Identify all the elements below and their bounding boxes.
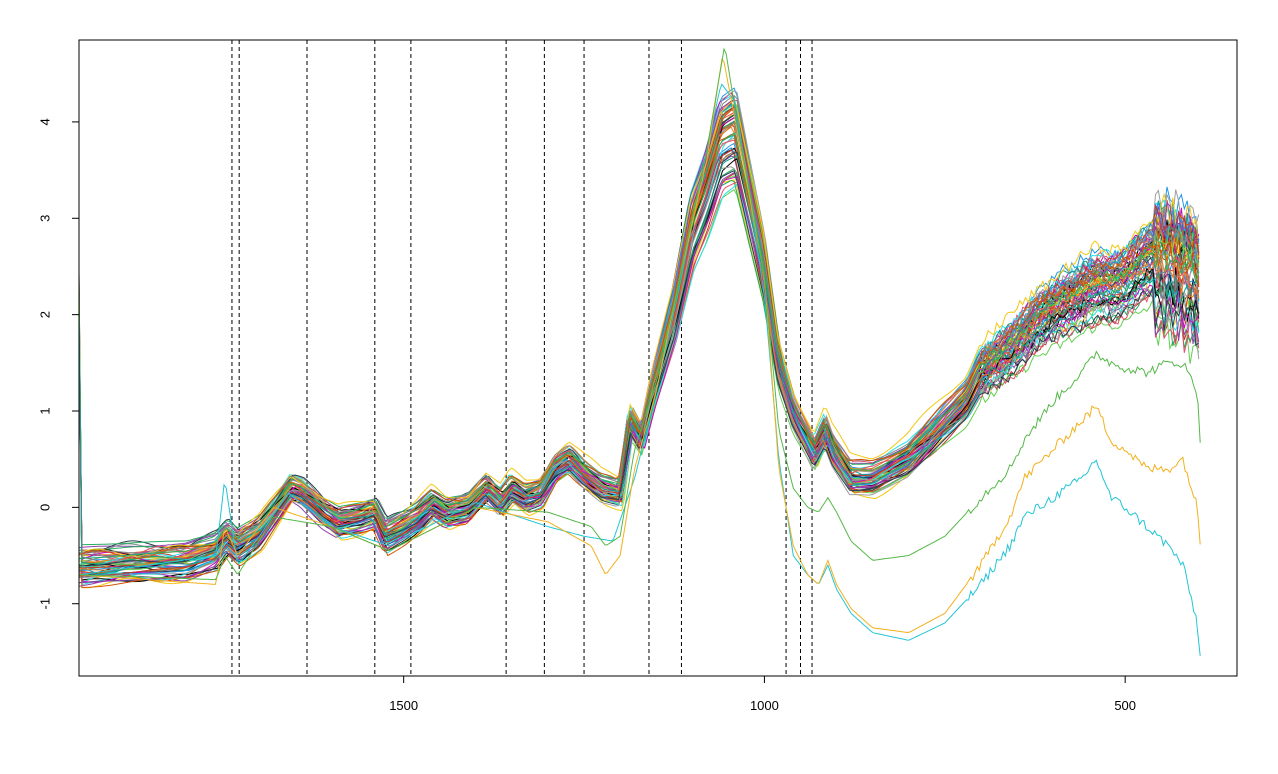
x-tick-label-0: 1500 [389,698,418,713]
spectrum-line-43 [79,149,1200,569]
y-tick-label-4: 3 [38,215,53,222]
spectrum-line-22 [78,179,1200,571]
spectrum-line-57 [78,99,1199,584]
spectrum-line-60 [78,121,1200,555]
spectrum-line-62 [78,133,1200,559]
outlier-spectrum-1 [78,58,1201,634]
spectrum-line-63 [78,132,1200,559]
outlier-spectrum-2 [78,47,1201,581]
spectrum-line-11 [78,172,1200,564]
y-axis: -1 0 1 2 3 4 [38,118,79,610]
spectrum-line-52 [78,183,1200,568]
vertical-reference-lines [231,40,813,676]
plot-frame [78,39,1238,677]
spectrum-line-32 [78,147,1200,569]
spectrum-line-34 [78,175,1200,571]
y-tick-label-1: 0 [38,504,53,511]
spectrum-line-61 [78,170,1200,567]
spectrum-line-58 [78,155,1200,565]
outlier-spectra [78,47,1201,656]
spectrum-line-30 [78,122,1200,574]
spectrum-line-48 [78,158,1200,556]
spectrum-line-53 [78,175,1200,562]
spectrum-line-31 [78,179,1200,551]
spectrum-line-35 [78,147,1200,572]
spectrum-line-41 [78,172,1200,557]
y-tick-label-2: 1 [38,407,53,414]
x-tick-label-2: 500 [1114,698,1136,713]
y-tick-label-0: -1 [38,598,53,610]
spectrum-line-33 [78,181,1200,554]
x-tick-label-1: 1000 [750,698,779,713]
spectrum-line-36 [78,131,1200,583]
y-tick-label-5: 4 [38,118,53,125]
y-tick-label-3: 2 [38,311,53,318]
spectrum-line-54 [78,98,1200,557]
spectrum-line-49 [78,139,1200,560]
outlier-spectrum-0 [78,83,1201,656]
spectrum-line-18 [78,188,1200,566]
spectrum-line-39 [78,137,1200,579]
spectrum-line-45 [78,152,1200,554]
x-axis: 1500 1000 500 [389,676,1136,713]
spectrum-line-37 [78,117,1200,583]
